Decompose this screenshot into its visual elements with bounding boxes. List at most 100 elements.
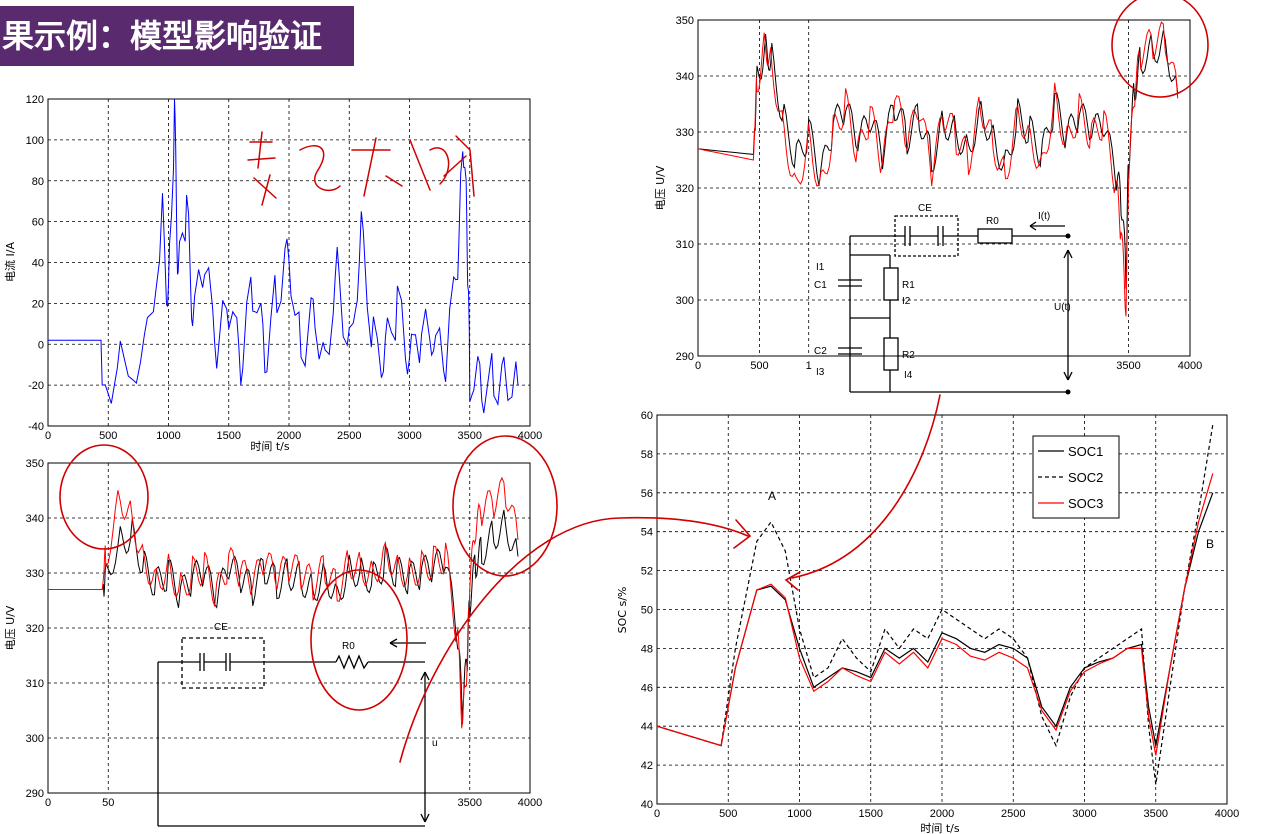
y-tick-label: 50 — [641, 605, 653, 617]
x-tick-label: 2500 — [337, 430, 361, 442]
circuit-top-r0: R0 — [986, 216, 999, 227]
circuit-bottom — [157, 637, 430, 827]
handwritten-scribble — [247, 131, 475, 206]
circuit-top-c2: C2 — [814, 346, 827, 357]
y-tick-label: 340 — [26, 513, 44, 525]
current-ylabel: 电流 I/A — [3, 242, 17, 282]
x-tick-label: 500 — [719, 808, 737, 820]
x-tick-label: 0 — [654, 808, 660, 820]
x-tick-label: 3500 — [1144, 808, 1168, 820]
series-line-soc2 — [656, 424, 1214, 785]
circuit-top-ce: CE — [918, 203, 932, 214]
slide-title: 果示例：模型影响验证 — [0, 6, 354, 66]
circuit-top — [838, 215, 1073, 393]
x-tick-label: 500 — [750, 360, 768, 372]
y-tick-label: 60 — [32, 217, 44, 229]
circuit-top-it: I(t) — [1038, 211, 1050, 222]
series-line-voltage_top-0 — [697, 30, 1179, 289]
series-line-soc3 — [656, 473, 1214, 756]
x-tick-label: 2500 — [1001, 808, 1025, 820]
y-tick-label: 350 — [26, 458, 44, 470]
y-tick-label: 60 — [641, 410, 653, 422]
y-tick-label: 48 — [641, 643, 653, 655]
soc-xlabel: 时间 t/s — [920, 822, 960, 834]
series-line-soc1 — [656, 492, 1214, 747]
x-tick-label: 50 — [102, 797, 114, 809]
x-tick-label: 1 — [806, 360, 812, 372]
soc-legend: SOC1 SOC2 SOC3 — [1032, 435, 1120, 519]
soc-ylabel: SOC s/% — [616, 587, 629, 634]
y-tick-label: 40 — [641, 799, 653, 811]
legend-soc1: SOC1 — [1068, 444, 1103, 459]
x-tick-label: 4000 — [518, 797, 542, 809]
y-tick-label: 0 — [38, 339, 44, 351]
y-tick-label: 350 — [676, 15, 694, 27]
circuit-top-ut: U(t) — [1054, 302, 1071, 313]
y-tick-label: 290 — [676, 351, 694, 363]
x-tick-label: 3500 — [458, 430, 482, 442]
series-line-voltage_bottom-1 — [48, 476, 519, 729]
x-tick-label: 1500 — [217, 430, 241, 442]
circuit-top-i4: I4 — [904, 370, 913, 381]
y-tick-label: -40 — [28, 421, 44, 433]
series-line-voltage_bottom-0 — [48, 509, 519, 725]
series-line-voltage_top-1 — [697, 21, 1179, 317]
annotation-b: B — [1206, 537, 1214, 551]
y-tick-label: -20 — [28, 380, 44, 392]
x-tick-label: 1000 — [156, 430, 180, 442]
series-line-current-0 — [48, 98, 519, 414]
x-tick-label: 3000 — [1072, 808, 1096, 820]
circuit-bottom-ce: CE — [214, 622, 228, 633]
circuit-bottom-u: u — [432, 738, 438, 749]
x-tick-label: 4000 — [1178, 360, 1202, 372]
circuit-top-c1: C1 — [814, 280, 827, 291]
y-tick-label: 300 — [26, 733, 44, 745]
x-tick-label: 3000 — [397, 430, 421, 442]
voltage-top-ylabel: 电压 U/V — [654, 165, 667, 210]
circuit-top-r1: R1 — [902, 280, 915, 291]
y-tick-label: 330 — [26, 568, 44, 580]
y-tick-label: 46 — [641, 682, 653, 694]
circuit-bottom-r0: R0 — [342, 641, 355, 652]
y-tick-label: 300 — [676, 295, 694, 307]
y-tick-label: 310 — [676, 239, 694, 251]
x-tick-label: 0 — [45, 797, 51, 809]
x-tick-label: 500 — [99, 430, 117, 442]
x-tick-label: 3500 — [458, 797, 482, 809]
annotation-a: A — [768, 489, 776, 503]
x-tick-label: 4000 — [1215, 808, 1239, 820]
circuit-top-i2: I2 — [902, 296, 911, 307]
y-tick-label: 42 — [641, 760, 653, 772]
y-tick-label: 120 — [26, 94, 44, 106]
y-tick-label: 310 — [26, 678, 44, 690]
y-tick-label: 58 — [641, 449, 653, 461]
y-tick-label: 52 — [641, 566, 653, 578]
y-tick-label: 100 — [26, 135, 44, 147]
y-tick-label: 330 — [676, 127, 694, 139]
x-tick-label: 4000 — [518, 430, 542, 442]
x-tick-label: 2000 — [277, 430, 301, 442]
legend-soc3: SOC3 — [1068, 496, 1103, 511]
circuit-top-r2: R2 — [902, 350, 915, 361]
y-tick-label: 340 — [676, 71, 694, 83]
y-tick-label: 44 — [641, 721, 653, 733]
x-tick-label: 3500 — [1116, 360, 1140, 372]
x-tick-label: 0 — [45, 430, 51, 442]
x-tick-label: 1500 — [859, 808, 883, 820]
circuit-top-i1: I1 — [816, 262, 825, 273]
x-tick-label: 0 — [695, 360, 701, 372]
x-tick-label: 2000 — [930, 808, 954, 820]
y-tick-label: 20 — [32, 298, 44, 310]
circuit-top-i3: I3 — [816, 367, 825, 378]
y-tick-label: 290 — [26, 788, 44, 800]
current-xlabel: 时间 t/s — [250, 440, 290, 453]
y-tick-label: 320 — [676, 183, 694, 195]
handwritten-annotations — [59, 0, 1209, 763]
legend-soc2: SOC2 — [1068, 470, 1103, 485]
y-tick-label: 54 — [641, 527, 653, 539]
y-tick-label: 320 — [26, 623, 44, 635]
y-tick-label: 80 — [32, 176, 44, 188]
y-tick-label: 56 — [641, 488, 653, 500]
voltage-bottom-ylabel: 电压 U/V — [4, 605, 17, 650]
